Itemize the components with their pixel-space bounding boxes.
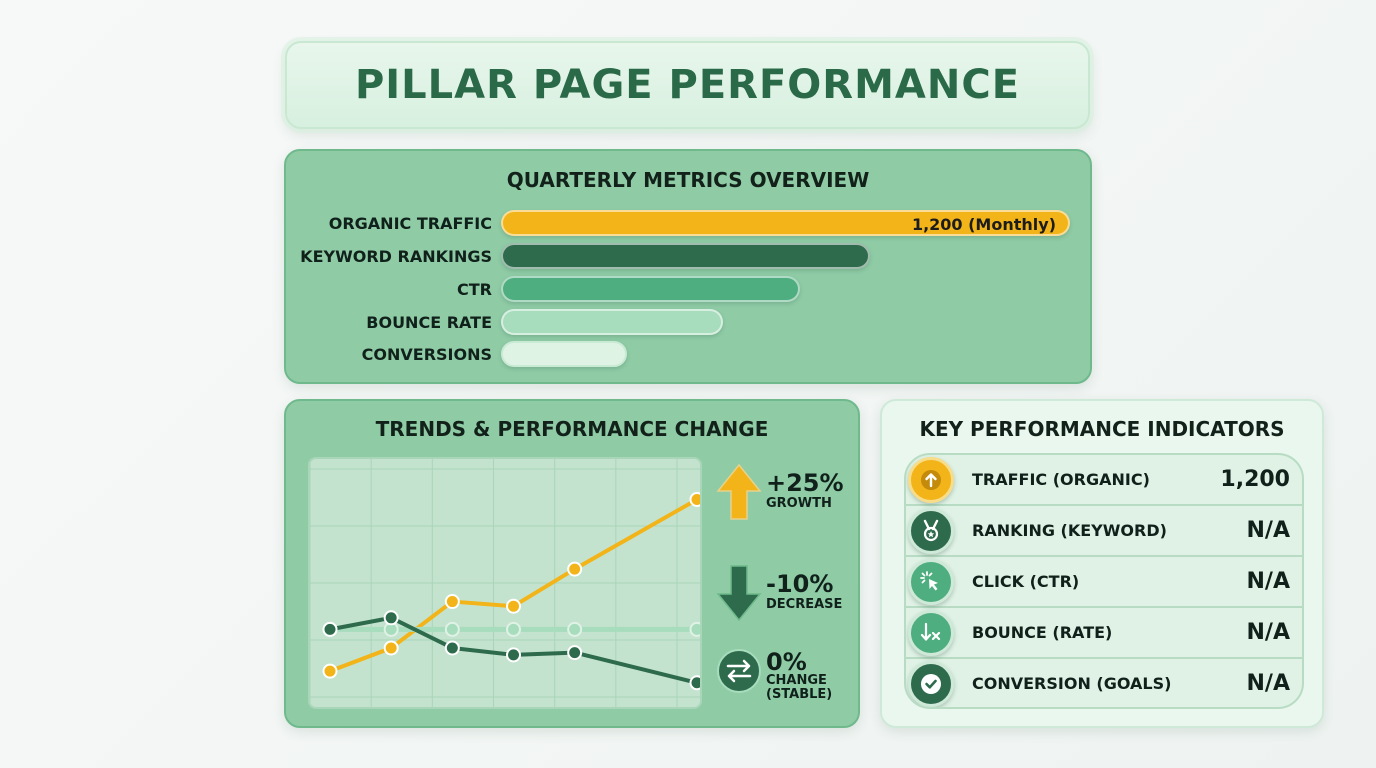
trend-plot-area	[308, 457, 702, 709]
change-growth: +25% GROWTH	[716, 463, 844, 525]
series-point-1	[567, 621, 583, 637]
title-banner: PILLAR PAGE PERFORMANCE	[285, 41, 1090, 129]
kpi-label-conversion: CONVERSION (GOALS)	[972, 674, 1172, 693]
bar-conversions	[501, 341, 627, 367]
series-point-2	[322, 621, 338, 637]
bar-keyword-rankings	[501, 243, 870, 269]
series-point-0	[689, 491, 700, 507]
series-point-0	[322, 663, 338, 679]
bar-label-organic-traffic: ORGANIC TRAFFIC	[328, 214, 492, 233]
kpi-row-click: CLICK (CTR) N/A	[906, 557, 1302, 608]
kpi-row-traffic: TRAFFIC (ORGANIC) 1,200	[906, 455, 1302, 506]
quarterly-metrics-panel: QUARTERLY METRICS OVERVIEW ORGANIC TRAFF…	[284, 149, 1092, 384]
trends-title: TRENDS & PERFORMANCE CHANGE	[375, 417, 769, 441]
kpi-row-conversion: CONVERSION (GOALS) N/A	[906, 659, 1302, 707]
kpi-label-click: CLICK (CTR)	[972, 572, 1080, 591]
bar-label-ctr: CTR	[457, 280, 492, 299]
kpi-title: KEY PERFORMANCE INDICATORS	[919, 417, 1285, 441]
series-point-1	[444, 621, 460, 637]
series-point-0	[506, 598, 521, 614]
change-decrease-label: DECREASE	[766, 597, 843, 612]
kpi-row-ranking: RANKING (KEYWORD) N/A	[906, 506, 1302, 557]
kpi-label-ranking: RANKING (KEYWORD)	[972, 521, 1167, 540]
check-circle-icon	[908, 661, 954, 707]
series-point-0	[383, 640, 399, 656]
kpi-panel: KEY PERFORMANCE INDICATORS TRAFFIC (ORGA…	[880, 399, 1324, 728]
change-stable: 0% CHANGE (STABLE)	[716, 648, 832, 702]
bar-organic-traffic: 1,200 (Monthly)	[501, 210, 1070, 236]
series-point-2	[444, 640, 460, 656]
change-stable-value: 0%	[766, 648, 807, 676]
bar-label-conversions: CONVERSIONS	[361, 345, 492, 364]
bar-value-organic-traffic: 1,200 (Monthly)	[911, 215, 1056, 234]
kpi-label-bounce: BOUNCE (RATE)	[972, 623, 1113, 642]
change-decrease: -10% DECREASE	[716, 564, 842, 626]
medal-icon	[908, 508, 954, 554]
kpi-value-click: N/A	[1246, 569, 1290, 594]
series-point-1	[506, 621, 521, 637]
kpi-value-bounce: N/A	[1246, 620, 1290, 645]
series-point-2	[689, 675, 700, 691]
kpi-value-ranking: N/A	[1246, 518, 1290, 543]
change-growth-value: +25%	[766, 469, 844, 497]
arrow-up-icon	[716, 463, 762, 520]
change-stable-label: CHANGE (STABLE)	[766, 673, 833, 702]
trends-panel: TRENDS & PERFORMANCE CHANGE +25% GROWTH …	[284, 399, 860, 728]
series-point-2	[383, 610, 399, 626]
cursor-click-icon	[908, 559, 954, 605]
series-point-2	[506, 647, 521, 663]
bar-label-bounce-rate: BOUNCE RATE	[366, 313, 492, 332]
bar-ctr	[501, 276, 800, 302]
metrics-title: QUARTERLY METRICS OVERVIEW	[506, 168, 870, 192]
series-point-2	[567, 645, 583, 661]
kpi-value-conversion: N/A	[1246, 671, 1290, 696]
kpi-value-traffic: 1,200	[1220, 467, 1290, 492]
kpi-list: TRAFFIC (ORGANIC) 1,200 RANKING (KEYWORD…	[904, 453, 1304, 709]
trend-line-chart	[310, 459, 700, 707]
kpi-label-traffic: TRAFFIC (ORGANIC)	[972, 470, 1150, 489]
arrow-down-icon	[716, 565, 762, 622]
change-growth-label: GROWTH	[766, 496, 832, 511]
change-decrease-value: -10%	[766, 570, 834, 598]
series-point-0	[444, 594, 460, 610]
bar-bounce-rate	[501, 309, 723, 335]
page-title: PILLAR PAGE PERFORMANCE	[354, 62, 1021, 108]
series-point-0	[567, 561, 583, 577]
series-line-0	[328, 497, 699, 674]
series-point-1	[689, 621, 700, 637]
series-line-2	[328, 615, 699, 685]
bounce-arrow-icon	[908, 610, 954, 656]
kpi-row-bounce: BOUNCE (RATE) N/A	[906, 608, 1302, 659]
swap-arrows-icon	[717, 649, 761, 693]
bar-label-keyword-rankings: KEYWORD RANKINGS	[300, 247, 492, 266]
arrow-up-circle-icon	[908, 457, 954, 503]
